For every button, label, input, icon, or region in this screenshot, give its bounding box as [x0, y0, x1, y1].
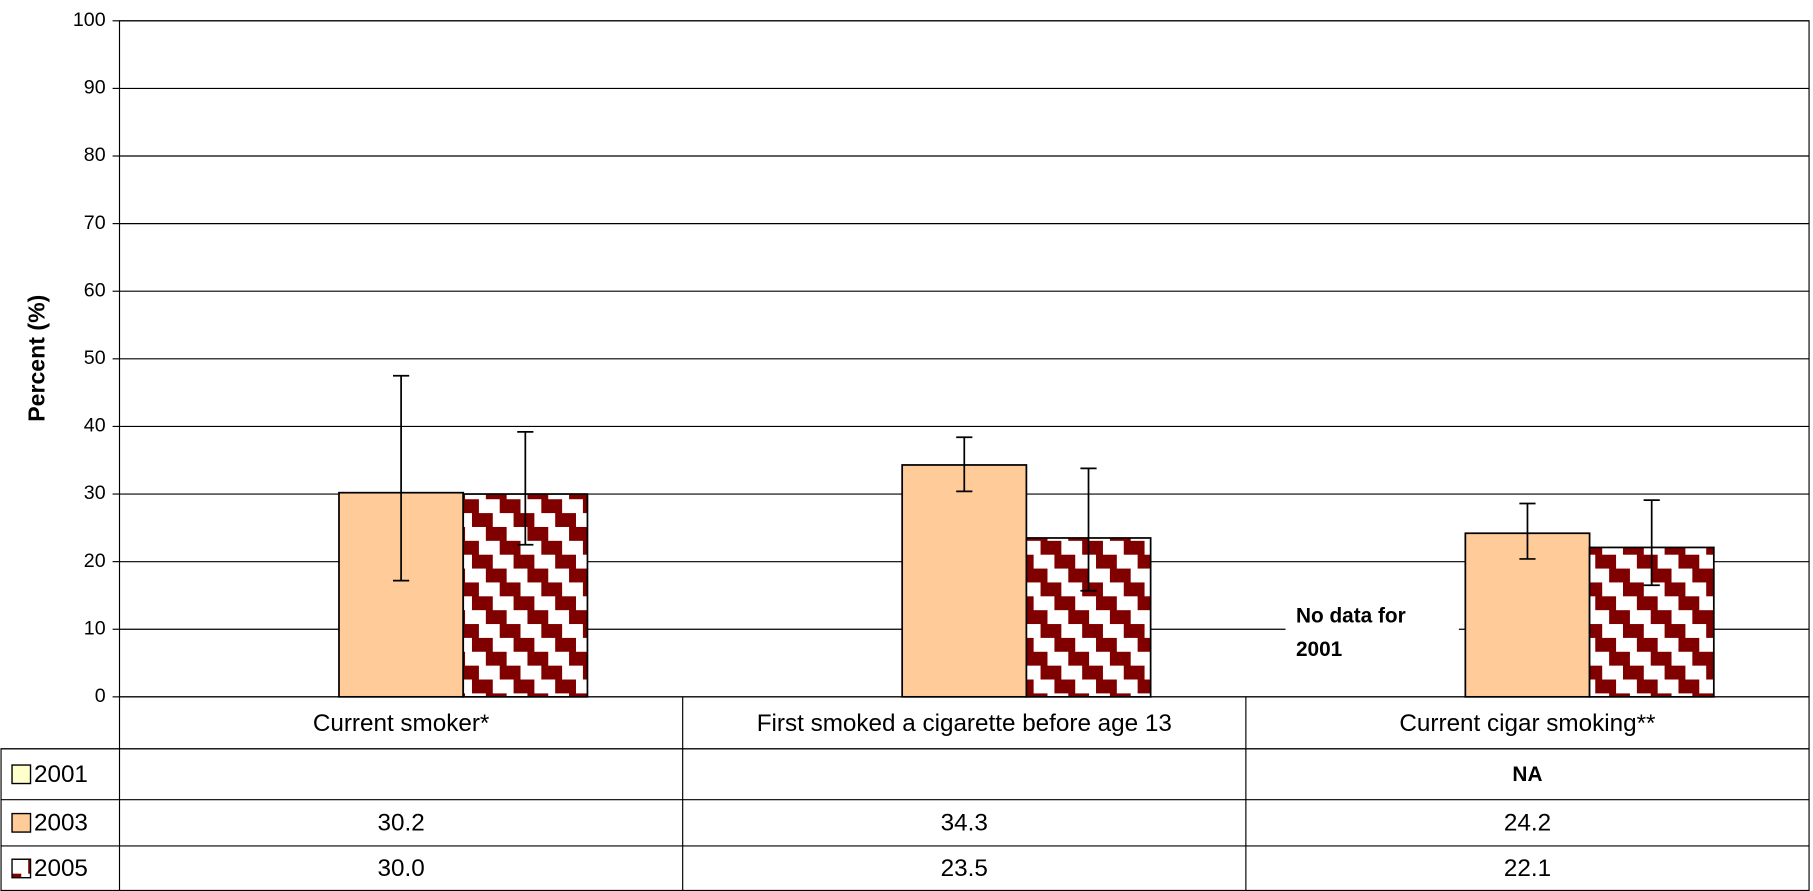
y-tick-label: 50	[84, 347, 106, 369]
error-bar	[1643, 499, 1660, 587]
annotation-bg	[1285, 598, 1459, 668]
table-value: 30.0	[377, 855, 424, 882]
legend-label: 2005	[34, 855, 88, 882]
category-label: First smoked a cigarette before age 13	[757, 710, 1172, 737]
error-bar	[393, 374, 410, 582]
annotation: No data for	[1296, 605, 1406, 628]
y-tick-label: 60	[84, 279, 106, 301]
y-tick-label: 90	[84, 77, 106, 99]
legend-swatch	[11, 812, 32, 833]
y-tick-label: 100	[73, 9, 106, 31]
annotation: 2001	[1296, 638, 1342, 661]
y-axis-label: Percent (%)	[24, 295, 50, 422]
table-value: 22.1	[1504, 855, 1551, 882]
bar	[901, 464, 1028, 698]
category-label: Current smoker*	[313, 710, 490, 737]
error-bar	[1519, 502, 1536, 560]
y-tick-label: 80	[84, 144, 106, 166]
legend-label: 2003	[34, 809, 88, 836]
legend-swatch	[11, 858, 32, 879]
category-label: Current cigar smoking**	[1399, 710, 1656, 737]
y-tick-label: 0	[95, 685, 106, 707]
table-value: 34.3	[941, 809, 988, 836]
error-bar	[1080, 467, 1097, 592]
legend-swatch	[11, 764, 32, 785]
error-bar	[956, 436, 973, 493]
table-value: NA	[1512, 763, 1542, 786]
legend-label: 2001	[34, 761, 88, 788]
y-tick-label: 40	[84, 415, 106, 437]
error-bar	[517, 430, 534, 546]
bar	[1464, 532, 1591, 698]
y-tick-label: 20	[84, 550, 106, 572]
table-value: 23.5	[941, 855, 988, 882]
table-value: 30.2	[377, 809, 424, 836]
y-tick-label: 10	[84, 617, 106, 639]
table-value: 24.2	[1504, 809, 1551, 836]
y-tick-label: 70	[84, 212, 106, 234]
y-tick-label: 30	[84, 482, 106, 504]
